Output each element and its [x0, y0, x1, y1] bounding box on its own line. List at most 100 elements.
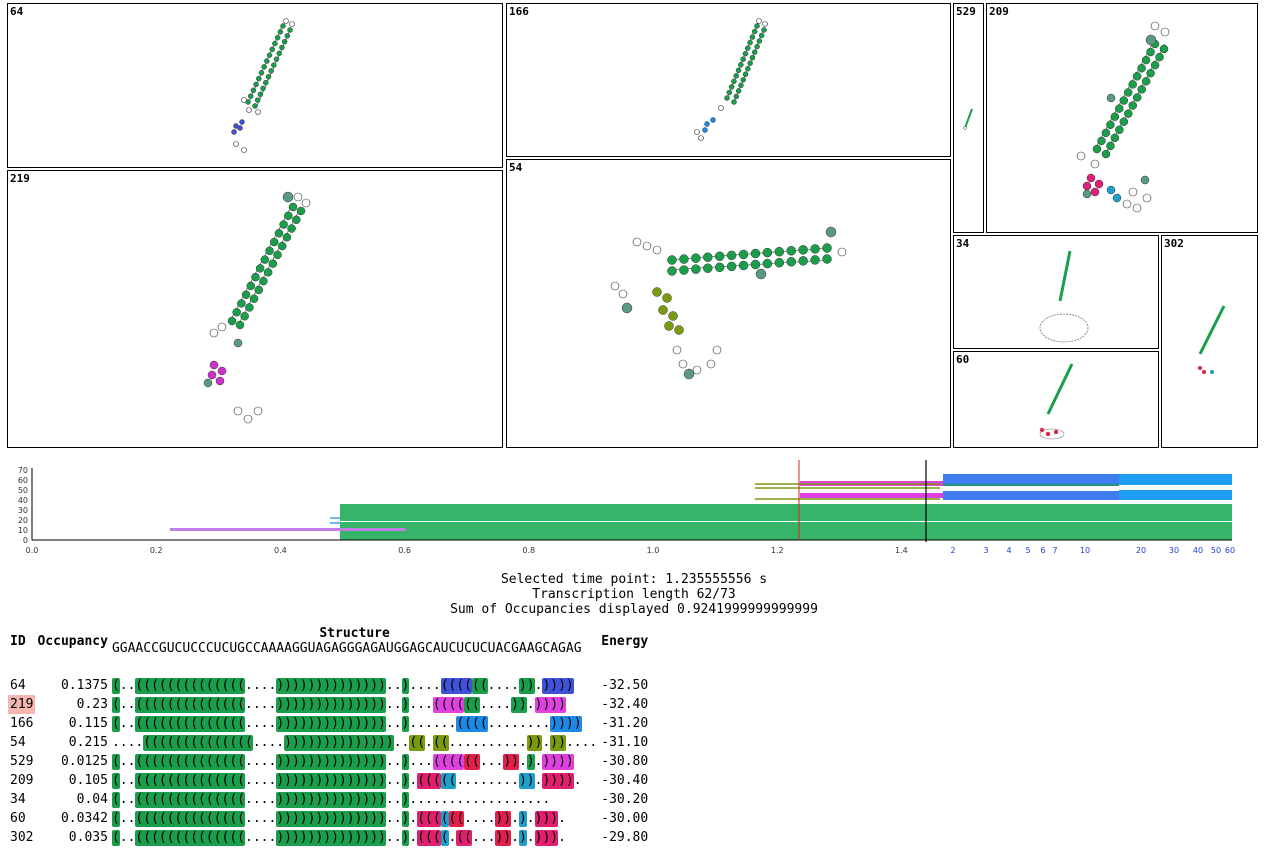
nucleotide	[269, 237, 279, 247]
structure-segment: ((((((((((((((	[135, 810, 245, 827]
row-id[interactable]: 60	[10, 811, 26, 826]
row-occupancy: 0.035	[68, 830, 108, 845]
structure-panel-302[interactable]: 302	[1161, 235, 1258, 448]
structure-segment: ...	[409, 697, 433, 712]
structure-segment: )	[401, 772, 410, 789]
nucleotide	[728, 84, 735, 90]
nucleotide	[273, 56, 280, 62]
x-tick-label: 1.0	[647, 546, 660, 555]
row-id[interactable]: 166	[10, 716, 34, 731]
nucleotide	[758, 32, 765, 39]
nucleotide	[1119, 96, 1129, 105]
panel-id: 54	[509, 161, 523, 174]
nucleotide	[754, 43, 760, 50]
structure-segment: )	[401, 810, 410, 827]
structure-segment: ....	[464, 811, 496, 826]
structure-segment: ..................	[409, 792, 551, 807]
rna-structure-drawing	[203, 191, 311, 424]
row-id[interactable]: 54	[10, 735, 26, 750]
row-id[interactable]: 34	[10, 792, 26, 807]
table-row[interactable]: 60 0.0342 (..((((((((((((((....)))))))))))…	[8, 809, 650, 828]
row-occupancy: 0.0125	[60, 754, 108, 769]
structure-panel-54[interactable]: 54	[506, 159, 951, 448]
structure-segment: ((	[464, 696, 480, 713]
table-row[interactable]: 302 0.035 (..((((((((((((((....)))))))))))…	[8, 828, 650, 847]
y-tick-label: 0	[23, 536, 28, 545]
structure-segment: ..	[385, 678, 402, 693]
nucleotide	[241, 290, 251, 299]
structure-segment: ((((((((((((((	[135, 753, 245, 770]
band-blue-c	[943, 474, 1119, 486]
table-row[interactable]: 219 0.23 (..((((((((((((((....))))))))))))…	[8, 695, 650, 714]
nucleotide	[235, 320, 245, 330]
nucleotide	[1106, 120, 1115, 130]
nucleotide	[1128, 80, 1137, 89]
structure-segment: ))	[511, 696, 527, 713]
row-id[interactable]: 209	[10, 773, 34, 788]
nucleotide	[265, 246, 274, 256]
structure-panel-209[interactable]: 209	[986, 3, 1258, 233]
nucleotide	[1097, 136, 1106, 146]
row-energy: -30.40	[601, 773, 649, 788]
nucleotide	[667, 255, 677, 265]
structure-segment: ((	[456, 829, 472, 846]
structure-panel-60[interactable]: 60	[953, 351, 1159, 448]
table-row[interactable]: 209 0.105 (..((((((((((((((....)))))))))))…	[8, 771, 650, 790]
nucleotide	[733, 73, 739, 79]
structure-segment: (	[111, 677, 120, 694]
nucleotide	[279, 220, 288, 229]
x-log-tick-label: 7	[1052, 546, 1057, 555]
structure-segment: .	[526, 830, 535, 845]
structure-panel-34[interactable]: 34	[953, 235, 1159, 349]
table-row[interactable]: 34 0.04 (..((((((((((((((....)))))))))))))…	[8, 790, 650, 809]
band-blue-d	[1119, 474, 1232, 485]
structure-segment: ))	[518, 772, 535, 789]
structure-segment: ..	[385, 754, 402, 769]
row-id[interactable]: 529	[10, 754, 34, 769]
nucleotide	[257, 91, 264, 98]
nucleotide	[731, 99, 737, 105]
nucleotide	[1092, 144, 1102, 154]
structure-segment: ....	[245, 754, 277, 769]
structure-segment: )	[401, 696, 410, 713]
table-row[interactable]: 529 0.0125 (..((((((((((((((....))))))))))…	[8, 752, 650, 771]
structure-segment: (((	[417, 772, 441, 789]
sequence: GGAACCGUCUCCCUCUGCCAAAAGGUAGAGGGAGAUGGAG…	[111, 641, 582, 656]
structure-segment: .	[409, 811, 418, 826]
table-row[interactable]: 64 0.1375 (..((((((((((((((....)))))))))))…	[8, 676, 650, 695]
structure-panel-219[interactable]: 219	[7, 170, 503, 448]
nucleotide	[667, 266, 677, 276]
row-id[interactable]: 302	[10, 830, 34, 845]
row-id[interactable]: 219	[8, 695, 36, 714]
nucleotide	[247, 93, 254, 99]
nucleotide	[277, 241, 287, 251]
structure-segment: ..	[119, 716, 136, 731]
col-structure-header: Structure GGAACCGUCUCCCUCUGCCAAAAGGUAGAG…	[110, 626, 599, 656]
row-id[interactable]: 64	[10, 678, 26, 693]
structure-segment: .	[409, 773, 418, 788]
selected-time-label: Selected time point: 1.235555556 s	[500, 572, 768, 587]
y-tick-label: 40	[18, 496, 28, 505]
nucleotide	[259, 276, 268, 286]
structure-panel-529[interactable]: 529	[953, 3, 984, 233]
nucleotide	[740, 77, 746, 83]
structure-panel-166[interactable]: 166	[506, 3, 951, 157]
nucleotide	[296, 206, 306, 216]
band-magenta-a	[800, 493, 943, 498]
structure-panel-64[interactable]: 64	[7, 3, 503, 168]
structure-segment: ....	[565, 735, 598, 750]
structure-segment: )	[401, 677, 410, 694]
nucleotide	[251, 272, 260, 282]
x-log-tick-label: 2	[950, 546, 955, 555]
rna-structure-drawing	[694, 18, 768, 141]
structure-segment: ((((((((((((((	[135, 696, 245, 713]
table-body: 64 0.1375 (..((((((((((((((....)))))))))))…	[8, 676, 650, 847]
rna-structure-drawing	[610, 226, 847, 380]
table-row[interactable]: 54 0.215 ....((((((((((((((....)))))))))))…	[8, 733, 650, 752]
row-structure: ....((((((((((((((....))))))))))))))..((…	[110, 733, 599, 752]
table-row[interactable]: 166 0.115 (..((((((((((((((....)))))))))))…	[8, 714, 650, 733]
nucleotide	[738, 62, 744, 68]
structure-segment: ))))	[550, 715, 582, 732]
row-structure: (..((((((((((((((....))))))))))))))..).(…	[110, 828, 599, 847]
